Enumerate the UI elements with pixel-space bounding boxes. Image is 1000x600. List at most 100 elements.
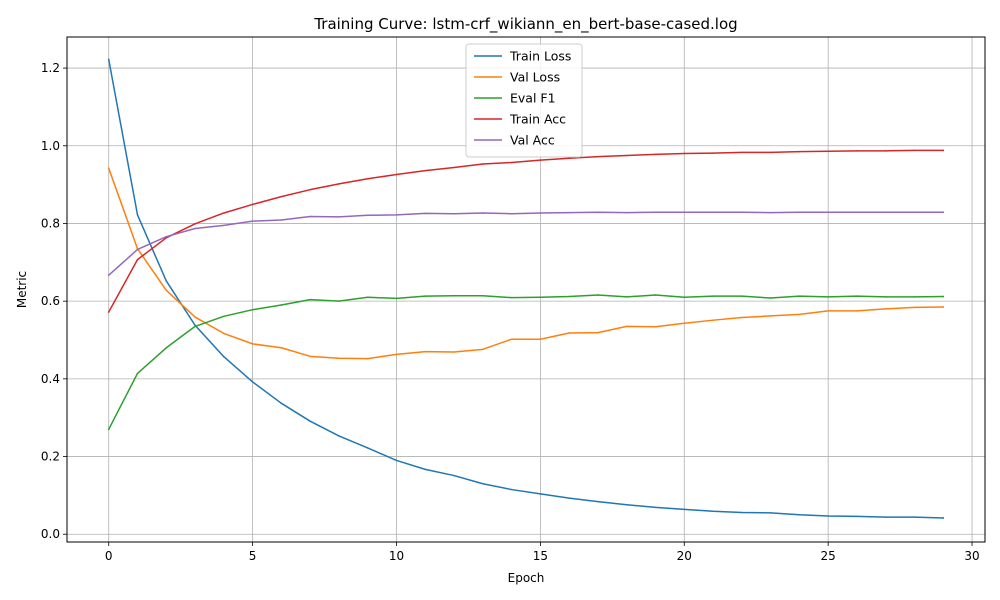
data-point-val-loss [913, 306, 916, 309]
data-point-val-acc [338, 216, 340, 218]
data-point-train-acc [395, 173, 398, 176]
plot-frame [66, 36, 986, 543]
data-point-train-acc [712, 152, 714, 154]
data-point-eval-f1 [424, 295, 427, 297]
y-tick-label: 0.8 [41, 216, 60, 230]
y-tick-label: 0.4 [41, 372, 60, 386]
chart-title: Training Curve: lstm-crf_wikiann_en_bert… [313, 15, 737, 34]
data-point-train-acc [942, 149, 945, 152]
data-point-train-acc [625, 154, 628, 157]
legend-label-train-acc: Train Acc [509, 112, 566, 127]
data-point-val-loss [884, 308, 887, 310]
y-tick-label: 0.6 [41, 294, 60, 308]
data-point-val-loss [798, 313, 801, 316]
x-tick-label: 5 [249, 549, 257, 563]
data-point-train-loss [625, 503, 628, 506]
legend-label-eval-f1: Eval F1 [510, 91, 556, 106]
data-point-train-loss [741, 511, 743, 514]
data-point-eval-f1 [539, 296, 542, 299]
data-point-val-acc [165, 235, 168, 238]
data-point-eval-f1 [165, 347, 168, 349]
data-point-train-acc [251, 203, 254, 206]
data-point-val-acc [942, 211, 945, 213]
data-point-eval-f1 [338, 300, 340, 302]
data-point-val-loss [568, 332, 570, 334]
data-point-eval-f1 [251, 308, 254, 311]
data-point-val-loss [366, 357, 369, 360]
data-point-train-loss [136, 214, 139, 216]
data-point-val-acc [913, 211, 916, 213]
data-point-val-acc [741, 211, 743, 213]
data-point-val-acc [223, 224, 225, 227]
data-point-val-acc [712, 211, 714, 213]
data-point-val-loss [510, 338, 513, 340]
y-tick-label: 0.0 [41, 527, 60, 541]
data-point-train-loss [712, 510, 714, 513]
data-point-train-acc [683, 152, 686, 155]
data-point-eval-f1 [769, 297, 772, 299]
data-point-train-acc [597, 155, 599, 158]
y-tick-label: 1.2 [41, 61, 60, 75]
data-point-train-acc [194, 223, 196, 225]
data-point-train-acc [136, 258, 139, 261]
legend: Train Loss Val Loss Eval F1 Train Acc Val Ac… [465, 43, 583, 158]
data-point-val-acc [366, 214, 369, 217]
data-point-val-loss [424, 350, 427, 353]
data-point-train-loss [251, 381, 254, 383]
data-point-val-loss [251, 343, 254, 345]
data-point-train-acc [827, 150, 829, 152]
data-point-train-loss [395, 459, 398, 462]
data-point-val-acc [453, 213, 455, 215]
data-point-eval-f1 [568, 295, 570, 298]
x-tick-label: 15 [533, 549, 548, 563]
data-point-val-loss [482, 348, 484, 351]
data-point-train-acc [223, 212, 225, 214]
data-point-val-acc [654, 211, 657, 213]
data-point-train-acc [453, 166, 455, 169]
data-point-val-loss [741, 316, 743, 319]
data-point-train-loss [539, 493, 542, 495]
data-point-val-loss [827, 310, 829, 312]
data-point-val-loss [942, 306, 945, 308]
data-point-train-loss [654, 506, 657, 509]
data-point-train-loss [827, 515, 829, 517]
data-point-val-acc [510, 213, 513, 215]
series-line-train-loss [107, 58, 945, 519]
data-point-val-acc [884, 211, 887, 213]
data-point-val-loss [453, 351, 455, 353]
data-point-train-loss [798, 514, 801, 516]
data-point-val-loss [683, 322, 686, 325]
data-point-val-acc [482, 212, 484, 214]
legend-label-train-loss: Train Loss [509, 49, 571, 64]
data-point-val-loss [712, 319, 714, 321]
data-point-eval-f1 [194, 325, 196, 328]
data-point-val-acc [539, 212, 542, 214]
data-point-val-acc [107, 274, 110, 276]
series-line-eval-f1 [107, 294, 945, 431]
data-point-eval-f1 [107, 428, 110, 431]
data-point-val-loss [165, 289, 168, 292]
data-point-val-acc [625, 211, 628, 214]
data-point-train-loss [453, 474, 455, 477]
data-point-val-acc [251, 220, 254, 222]
data-point-train-acc [798, 150, 801, 153]
data-point-eval-f1 [136, 372, 139, 375]
data-point-eval-f1 [482, 294, 484, 297]
data-point-train-acc [107, 311, 110, 313]
data-point-eval-f1 [683, 296, 686, 299]
data-point-val-acc [597, 211, 599, 213]
x-tick-label: 0 [105, 549, 113, 563]
data-point-train-acc [510, 161, 513, 164]
data-point-val-acc [798, 211, 801, 213]
data-point-val-loss [395, 353, 398, 356]
data-point-val-loss [223, 332, 225, 335]
data-point-val-acc [194, 227, 196, 230]
data-point-eval-f1 [741, 295, 743, 297]
data-point-train-acc [424, 169, 427, 172]
data-point-eval-f1 [856, 295, 858, 297]
data-point-eval-f1 [366, 296, 369, 299]
x-tick-label: 10 [389, 549, 404, 563]
data-point-train-loss [107, 58, 110, 61]
